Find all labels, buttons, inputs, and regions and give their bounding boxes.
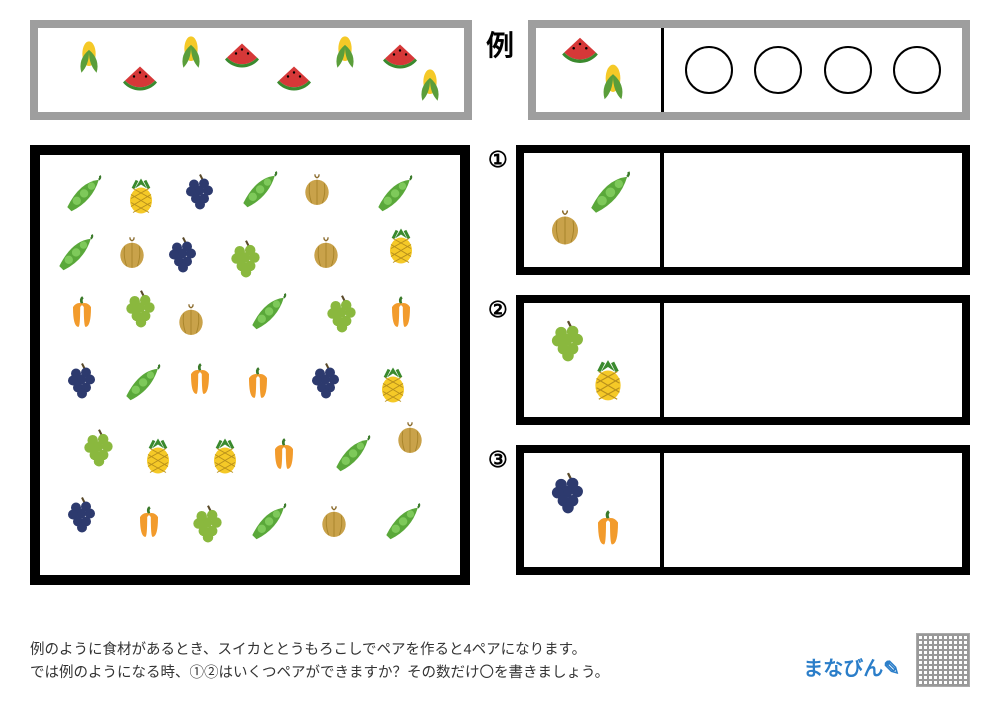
scatter-box [30, 145, 470, 585]
example-row: 例 [30, 20, 970, 120]
pea-icon [584, 170, 632, 223]
answer-row-1: ① [488, 145, 970, 275]
pea-icon [246, 291, 288, 338]
onion-icon [299, 172, 335, 213]
onion-icon [545, 208, 585, 253]
answer-box [516, 445, 970, 575]
grape_green-icon [321, 291, 363, 338]
watermelon-icon [222, 39, 262, 84]
grape_blue-icon [180, 170, 220, 215]
answer-write-area[interactable] [664, 453, 962, 567]
grape_blue-icon [62, 359, 102, 404]
corn-icon [411, 67, 449, 110]
onion-icon [308, 235, 344, 276]
answer-row-2: ② [488, 295, 970, 425]
pea-icon [237, 169, 279, 216]
answer-number: ③ [488, 445, 512, 473]
answer-pair-cell [524, 153, 664, 267]
pepper-icon [383, 294, 419, 335]
answer-pair-cell [524, 303, 664, 417]
example-circles [664, 28, 962, 112]
onion-icon [316, 504, 352, 545]
watermelon-icon [120, 63, 160, 108]
answer-circle [754, 46, 802, 94]
pineapple-icon [585, 355, 631, 406]
example-pair-cell [536, 28, 664, 112]
pea-icon [61, 174, 103, 221]
example-scatter-box [30, 20, 472, 120]
instruction-line-2: では例のようになる時、①②はいくつペアができますか？その数だけ〇を書きましょう。 [30, 662, 609, 685]
pepper-icon [64, 294, 100, 335]
onion-icon [114, 235, 150, 276]
pea-icon [246, 501, 288, 548]
answer-row-3: ③ [488, 445, 970, 575]
answer-write-area[interactable] [664, 153, 962, 267]
example-label: 例 [480, 20, 520, 120]
answer-circle [685, 46, 733, 94]
pea-icon [330, 434, 372, 481]
answer-number: ② [488, 295, 512, 323]
pineapple-icon [381, 225, 421, 270]
main-row: ① ② ③ [30, 145, 970, 585]
answer-write-area[interactable] [664, 303, 962, 417]
pepper-icon [131, 504, 167, 545]
grape_green-icon [120, 287, 162, 334]
grape_blue-icon [545, 469, 591, 520]
pepper-icon [588, 508, 628, 553]
grape_green-icon [225, 237, 267, 284]
instruction-line-1: 例のように食材があるとき、スイカととうもろこしでペアを作ると4ペアになります。 [30, 639, 609, 662]
onion-icon [392, 420, 428, 461]
answer-circle [824, 46, 872, 94]
pineapple-icon [205, 435, 245, 480]
example-answer-box [528, 20, 970, 120]
corn-icon [592, 62, 634, 109]
answer-box [516, 295, 970, 425]
answer-pair-cell [524, 453, 664, 567]
answer-circle [893, 46, 941, 94]
pepper-icon [240, 366, 276, 407]
onion-icon [173, 303, 209, 344]
pineapple-icon [138, 435, 178, 480]
pea-icon [372, 174, 414, 221]
qr-code [916, 633, 970, 687]
pea-icon [120, 363, 162, 410]
answers-column: ① ② ③ [488, 145, 970, 585]
pea-icon [380, 501, 422, 548]
corn-icon [70, 38, 108, 81]
pepper-icon [182, 361, 218, 402]
watermelon-icon [274, 63, 314, 108]
answer-number: ① [488, 145, 512, 173]
brand-logo: まなびん✎ [803, 652, 900, 681]
grape_blue-icon [163, 233, 203, 278]
grape_green-icon [187, 501, 229, 548]
instructions: 例のように食材があるとき、スイカととうもろこしでペアを作ると4ペアになります。 … [30, 639, 609, 685]
corn-icon [326, 33, 364, 76]
grape_blue-icon [62, 494, 102, 539]
answer-box [516, 145, 970, 275]
pineapple-icon [121, 175, 161, 220]
pepper-icon [266, 437, 302, 478]
pea-icon [53, 232, 95, 279]
grape_blue-icon [306, 359, 346, 404]
grape_green-icon [545, 316, 591, 367]
pineapple-icon [373, 364, 413, 409]
grape_green-icon [78, 426, 120, 473]
corn-icon [172, 33, 210, 76]
